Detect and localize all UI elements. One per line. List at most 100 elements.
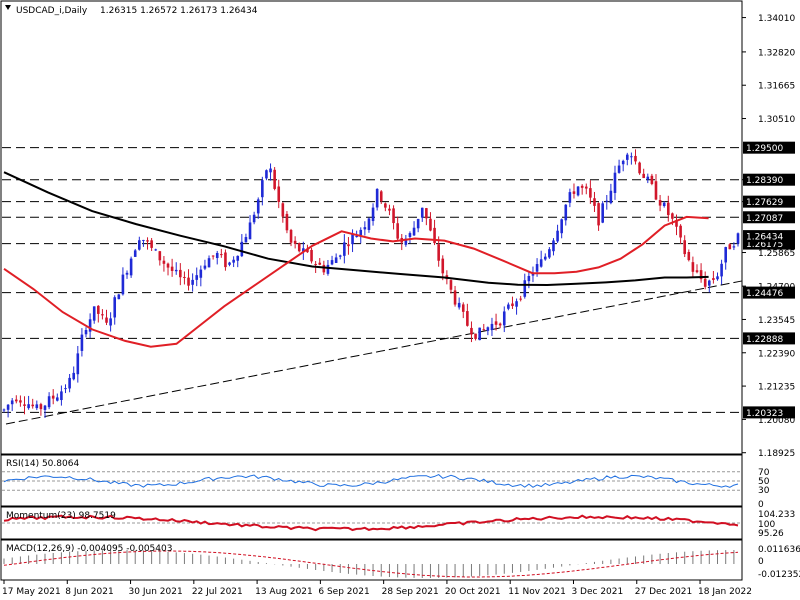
candle-body (527, 275, 531, 282)
candle-body (589, 188, 592, 198)
candle-body (293, 240, 297, 244)
candle-body (683, 240, 686, 255)
candle-body (572, 191, 576, 194)
candle-body (560, 219, 563, 234)
candle-body (183, 276, 186, 278)
candle-body (699, 270, 703, 280)
level-label: 1.28390 (746, 176, 783, 186)
candle-body (158, 251, 162, 261)
candle-body (297, 243, 301, 252)
candle-body (35, 404, 39, 409)
candle-body (256, 199, 260, 214)
candle-body (392, 208, 395, 224)
candle-body (621, 160, 625, 165)
candle-body (675, 220, 678, 227)
ohlc-values: 1.26315 1.26572 1.26173 1.26434 (100, 6, 258, 16)
candle-body (707, 280, 711, 286)
candle-body (724, 247, 727, 263)
macd-panel[interactable]: MACD(12,26,9) -0.004095 -0.005403 (0, 539, 743, 581)
candle-body (371, 207, 375, 222)
candle-body (302, 248, 305, 252)
candle-body (658, 199, 662, 206)
candle-body (277, 186, 281, 202)
candle-body (539, 259, 543, 267)
rsi-panel[interactable]: RSI(14) 50.8064 (0, 454, 743, 507)
candle-body (92, 306, 96, 321)
candle-body (638, 162, 641, 174)
candle-body (404, 238, 408, 245)
level-label: 1.27629 (746, 198, 783, 208)
trendline (5, 280, 743, 425)
candle-body (15, 399, 18, 402)
candle-body (523, 280, 527, 297)
candle-body (494, 321, 498, 325)
candle-body (154, 249, 158, 251)
candle-body (720, 263, 723, 277)
candle-body (60, 391, 63, 401)
candle-body (179, 269, 182, 278)
candle-body (437, 244, 440, 261)
macd-title: MACD(12,26,9) -0.004095 -0.005403 (6, 544, 172, 554)
candle-body (433, 227, 436, 244)
symbol-title: USDCAD_i,Daily (16, 6, 88, 16)
candle-body (461, 304, 465, 312)
date-label: 20 Oct 2021 (445, 587, 501, 597)
candle-body (617, 165, 621, 173)
candle-body (236, 255, 240, 261)
candle-body (97, 305, 100, 314)
candle-body (363, 227, 367, 230)
date-label: 22 Jul 2021 (192, 587, 243, 597)
candles (2, 149, 740, 418)
price-tick-label: 1.22390 (758, 349, 795, 359)
candle-body (142, 239, 145, 241)
candle-body (51, 395, 55, 399)
candle-body (716, 276, 719, 280)
candle-body (252, 214, 256, 223)
candle-body (68, 377, 71, 389)
date-label: 30 Jun 2021 (129, 587, 183, 597)
candle-body (338, 255, 342, 257)
candle-body (343, 242, 346, 256)
moving-averages (3, 171, 709, 348)
level-label-bg (743, 332, 795, 345)
candle-body (646, 176, 650, 180)
candle-body (211, 255, 215, 257)
chevron-down-icon[interactable] (5, 5, 11, 10)
candle-body (453, 290, 457, 305)
candle-body (56, 397, 59, 401)
date-label: 27 Dec 2021 (635, 587, 693, 597)
momentum-panel[interactable]: Momentum(23) 98.7519 (0, 506, 743, 540)
candle-body (379, 191, 383, 202)
candle-body (580, 185, 584, 188)
candle-body (593, 198, 596, 206)
candle-body (80, 334, 84, 351)
candle-body (240, 241, 244, 257)
price-tick-label: 1.18925 (758, 449, 795, 459)
candle-body (150, 240, 153, 248)
candle-body (207, 258, 211, 268)
current-price-label: 1.26434 (746, 233, 783, 243)
candle-body (466, 311, 469, 326)
candle-body (654, 181, 658, 200)
candle-body (584, 186, 588, 189)
level-label: 1.29500 (746, 144, 783, 154)
main-panel[interactable]: USDCAD_i,Daily 1.26315 1.26572 1.26173 1… (0, 0, 743, 455)
candle-body (6, 404, 10, 410)
candle-body (261, 180, 264, 198)
candle-body (215, 252, 219, 259)
candle-body (736, 233, 740, 244)
candle-body (23, 404, 26, 406)
candle-body (420, 207, 424, 218)
candle-body (31, 404, 35, 407)
date-label: 3 Dec 2021 (571, 587, 623, 597)
candle-body (396, 223, 399, 239)
candle-body (138, 240, 141, 250)
candle-body (543, 256, 547, 260)
candle-body (220, 254, 223, 256)
rsi-tick-label: 50 (758, 477, 770, 487)
candle-body (310, 249, 313, 262)
rsi-line (3, 474, 739, 488)
candle-body (359, 229, 363, 236)
price-tick-label: 1.23545 (758, 316, 795, 326)
